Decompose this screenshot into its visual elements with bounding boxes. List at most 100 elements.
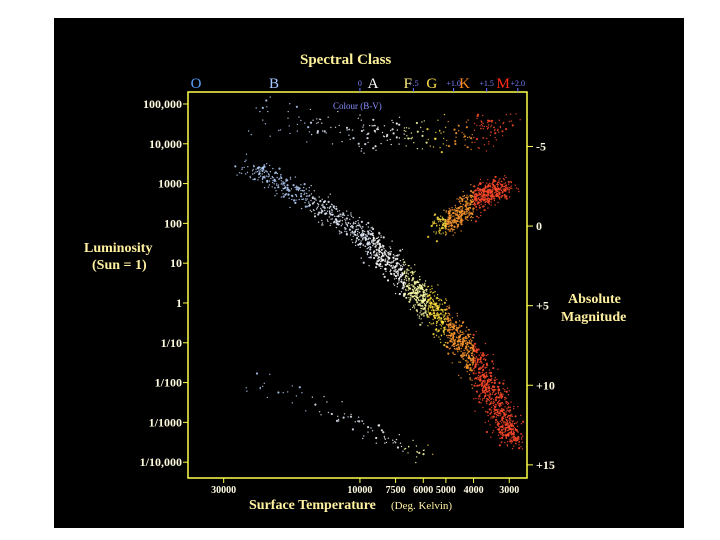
star-point: [375, 149, 377, 151]
star-point: [412, 285, 415, 288]
star-point: [462, 212, 465, 215]
star-point: [402, 263, 404, 265]
star-point: [452, 323, 454, 325]
star-point: [387, 261, 389, 263]
star-point: [341, 401, 343, 403]
star-point: [359, 226, 362, 228]
star-point: [408, 446, 410, 448]
star-point: [500, 405, 502, 407]
star-point: [376, 254, 379, 257]
star-point: [468, 355, 470, 357]
star-point: [304, 198, 307, 200]
star-point: [447, 328, 450, 330]
star-point: [341, 140, 343, 143]
star-point: [395, 442, 397, 444]
star-point: [272, 177, 274, 179]
star-point: [492, 390, 494, 392]
star-point: [502, 408, 505, 411]
star-point: [454, 219, 456, 221]
star-point: [316, 122, 318, 125]
star-point: [466, 348, 469, 350]
star-point: [466, 326, 468, 328]
star-point: [486, 375, 489, 377]
star-point: [467, 364, 470, 367]
star-point: [244, 160, 246, 163]
star-point: [282, 193, 284, 195]
star-point: [487, 128, 489, 130]
star-point: [497, 388, 501, 391]
spectral-class-f: F: [404, 76, 412, 92]
star-point: [442, 310, 444, 312]
star-point: [508, 421, 511, 424]
y-axis-label-right-line2: Magnitude: [561, 310, 627, 325]
star-point: [483, 209, 486, 212]
star-point: [461, 333, 463, 336]
star-point: [449, 347, 452, 349]
star-point: [437, 316, 440, 319]
star-point: [502, 178, 505, 180]
star-point: [485, 400, 488, 403]
star-point: [457, 209, 459, 211]
star-point: [458, 361, 460, 363]
star-point: [347, 214, 349, 217]
star-point: [427, 444, 429, 446]
star-point: [489, 194, 491, 197]
star-point: [486, 137, 488, 140]
star-point: [310, 199, 312, 202]
star-point: [426, 300, 429, 303]
star-point: [479, 372, 481, 374]
star-point: [405, 289, 407, 292]
star-point: [439, 130, 441, 132]
star-point: [468, 214, 470, 217]
star-point: [327, 196, 329, 198]
star-point: [357, 420, 359, 422]
star-point: [438, 319, 440, 321]
star-point: [344, 230, 346, 232]
star-point: [286, 189, 288, 191]
star-point: [500, 441, 502, 444]
star-point: [495, 413, 497, 415]
star-point: [482, 406, 484, 409]
star-point: [520, 433, 522, 435]
star-point: [378, 259, 381, 262]
star-point: [428, 322, 431, 324]
star-point: [481, 189, 485, 192]
star-point: [504, 397, 506, 399]
star-point: [380, 263, 382, 265]
star-point: [262, 176, 265, 179]
star-point: [361, 232, 364, 234]
star-point: [321, 222, 324, 224]
star-point: [490, 126, 492, 128]
star-point: [419, 296, 421, 298]
star-point: [438, 305, 441, 307]
star-point: [390, 129, 392, 132]
star-point: [283, 184, 286, 186]
star-point: [500, 187, 502, 189]
star-point: [466, 342, 469, 344]
x-axis-unit: (Deg. Kelvin): [391, 500, 453, 512]
star-point: [499, 198, 501, 200]
star-point: [307, 126, 310, 129]
star-point: [405, 272, 408, 274]
star-point: [424, 282, 426, 285]
star-point: [505, 397, 507, 400]
star-point: [429, 305, 431, 307]
star-point: [455, 136, 457, 138]
star-point: [356, 234, 358, 237]
star-point: [424, 285, 426, 287]
star-point: [504, 197, 506, 199]
star-point: [483, 396, 486, 398]
star-point: [487, 379, 489, 382]
star-point: [438, 336, 440, 338]
star-point: [448, 223, 451, 225]
star-point: [465, 121, 468, 123]
star-point: [295, 194, 298, 196]
star-point: [496, 414, 498, 416]
star-point: [465, 206, 467, 208]
star-point: [321, 122, 323, 124]
star-point: [495, 396, 497, 399]
star-point: [465, 348, 467, 350]
star-point: [389, 251, 391, 253]
star-point: [448, 319, 451, 322]
star-point: [427, 298, 430, 301]
